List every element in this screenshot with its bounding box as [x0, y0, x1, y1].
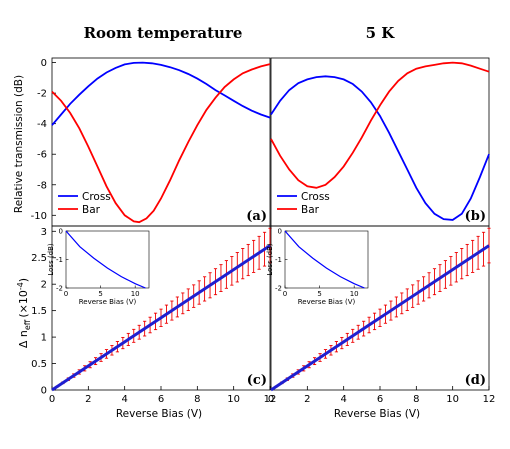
- inset-y-axis-label: Loss (dB): [266, 243, 274, 276]
- y-tick-label: 3: [41, 227, 47, 238]
- ylabel-sub: eff: [23, 319, 32, 330]
- x-tick-label: 8: [413, 394, 419, 405]
- y-tick-label: 0: [41, 58, 47, 69]
- y-tick-label: -6: [37, 150, 47, 161]
- inset-y-tick-label: -2: [56, 285, 63, 293]
- legend-label-bar: Bar: [301, 204, 320, 216]
- inset-y-tick-label: 0: [59, 228, 63, 236]
- x-tick-label: 2: [85, 394, 91, 405]
- inset-x-tick-label: 10: [350, 290, 359, 298]
- y-tick-label: -4: [37, 119, 47, 130]
- inset-frame: [65, 230, 150, 289]
- panel-label: (c): [247, 373, 267, 388]
- y-tick-label: 1.5: [31, 306, 47, 317]
- svg-text:Δ neff(×10-4): Δ neff(×10-4): [16, 278, 32, 348]
- y-tick-label: 1: [41, 333, 47, 344]
- inset-loss-line: [284, 230, 365, 289]
- inset-frame: [284, 230, 369, 289]
- x-tick-label: 10: [227, 394, 240, 405]
- x-tick-label: 6: [377, 394, 383, 405]
- panel-label: (d): [465, 373, 486, 388]
- inset-x-tick-label: 10: [131, 290, 140, 298]
- inset-x-tick-label: 0: [283, 290, 287, 298]
- inset-y-tick-label: -1: [275, 256, 282, 264]
- inset-x-tick-label: 5: [98, 290, 102, 298]
- series-bar-line: [270, 61, 490, 189]
- x-axis-label-left: Reverse Bias (V): [116, 408, 202, 420]
- inset-y-axis-label: Loss (dB): [47, 243, 55, 276]
- inset-x-tick-label: 5: [317, 290, 321, 298]
- y-tick-label: -8: [37, 180, 47, 191]
- y-tick-label: 0.5: [31, 359, 47, 370]
- inset-x-axis-label: Reverse Bias (V): [79, 298, 137, 306]
- title-5k: 5 K: [366, 24, 396, 42]
- x-tick-label: 0: [268, 394, 274, 405]
- y-tick-label: 2.5: [31, 253, 47, 264]
- panel-label: (a): [246, 209, 267, 224]
- x-tick-label: 4: [121, 394, 127, 405]
- x-tick-label: 12: [483, 394, 496, 405]
- y-tick-label: 0: [41, 386, 47, 397]
- inset-y-tick-label: -2: [275, 285, 282, 293]
- inset-x-tick-label: 0: [64, 290, 68, 298]
- legend-label-cross: Cross: [301, 191, 330, 203]
- y-tick-label: 2: [41, 280, 47, 291]
- fit-line: [270, 244, 490, 392]
- inset-loss-line: [65, 230, 146, 289]
- panel-label: (b): [465, 209, 486, 224]
- inset-plot: 0 5 10 0 -1 -2 Reverse Bias (V) Loss (dB): [266, 228, 369, 306]
- ylabel-delta-n: Δ n: [17, 330, 30, 348]
- inset-y-tick-label: -1: [56, 256, 63, 264]
- ylabel-unit: (×10: [17, 290, 30, 318]
- series-cross-line: [51, 61, 271, 126]
- y-tick-label: -2: [37, 89, 47, 100]
- fit-line: [51, 244, 271, 392]
- x-tick-label: 0: [49, 394, 55, 405]
- legend-label-cross: Cross: [82, 191, 111, 203]
- series-cross-line: [270, 75, 490, 221]
- x-tick-label: 6: [158, 394, 164, 405]
- ylabel-exp: -4: [16, 282, 25, 290]
- top-y-axis-label: Relative transmission (dB): [13, 75, 25, 213]
- ylabel-close: ): [17, 278, 30, 282]
- x-tick-label: 4: [340, 394, 346, 405]
- x-tick-label: 10: [446, 394, 459, 405]
- bottom-y-axis-label: Δ neff(×10-4): [16, 278, 32, 348]
- x-axis-label-right: Reverse Bias (V): [334, 408, 420, 420]
- title-room-temperature: Room temperature: [84, 24, 243, 42]
- inset-x-axis-label: Reverse Bias (V): [298, 298, 356, 306]
- x-tick-label: 2: [304, 394, 310, 405]
- y-tick-label: -10: [31, 211, 47, 222]
- inset-y-tick-label: 0: [278, 228, 282, 236]
- inset-plot: 0 5 10 0 -1 -2 Reverse Bias (V) Loss (dB): [47, 228, 150, 306]
- x-tick-label: 8: [194, 394, 200, 405]
- legend-label-bar: Bar: [82, 204, 101, 216]
- x-tick-label: 12: [264, 394, 277, 405]
- series-bar-line: [51, 63, 271, 224]
